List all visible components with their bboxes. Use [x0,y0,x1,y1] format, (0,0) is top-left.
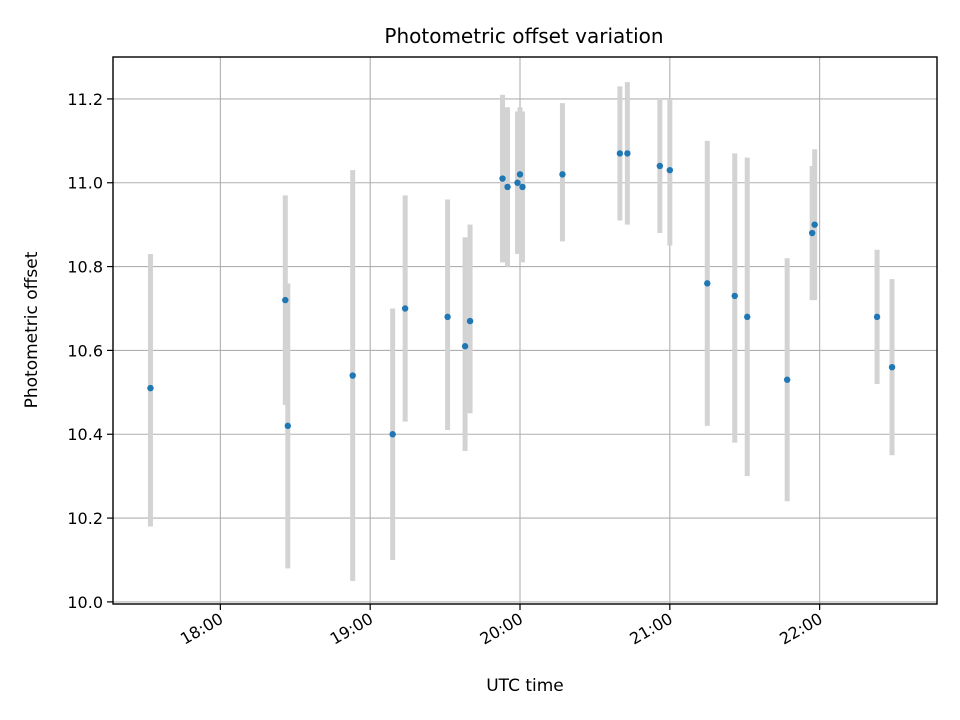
y-tick-label: 11.0 [67,174,103,193]
data-point [811,221,818,228]
data-point [783,376,791,383]
data-point [704,280,711,287]
chart-title: Photometric offset variation [384,24,663,48]
data-point [656,162,664,170]
data-point [349,372,356,379]
y-axis-ticks: 10.0 10.2 10.4 10.6 10.8 11.0 11.2 [67,90,113,612]
x-tick-label: 18:00 [177,609,226,649]
x-axis-ticks: 18:00 19:00 20:00 21:00 22:00 [177,604,826,649]
data-point [466,317,474,325]
data-point [731,292,738,300]
data-point [744,313,751,321]
data-point [504,183,511,191]
data-point [499,175,506,182]
plot-area-frame [112,56,938,605]
y-tick-label: 10.6 [67,341,103,360]
data-point [461,343,469,350]
data-point [808,229,816,237]
y-tick-label: 10.0 [67,593,103,612]
x-tick-label: 20:00 [477,609,526,649]
data-point [624,150,631,157]
data-point [401,305,409,312]
x-tick-label: 22:00 [776,609,825,649]
data-point [519,183,526,191]
x-axis-title: UTC time [486,676,564,696]
x-tick-label: 19:00 [327,609,376,649]
data-point [873,313,881,321]
data-point [888,363,896,371]
y-tick-label: 10.2 [67,509,103,528]
data-point [282,296,289,304]
data-point [666,166,674,174]
data-point [516,171,524,178]
data-point [444,313,451,321]
data-point [284,422,291,430]
data-point [616,150,624,157]
data-points [147,150,896,438]
data-point [559,171,566,178]
y-tick-label: 10.4 [67,425,103,444]
x-tick-label: 21:00 [626,609,675,649]
y-tick-label: 10.8 [67,258,103,277]
data-point [147,384,154,392]
data-point [514,179,521,186]
y-axis-title: Photometric offset [22,251,42,408]
data-point [389,431,396,438]
error-bars [147,82,895,581]
y-tick-label: 11.2 [67,90,103,109]
